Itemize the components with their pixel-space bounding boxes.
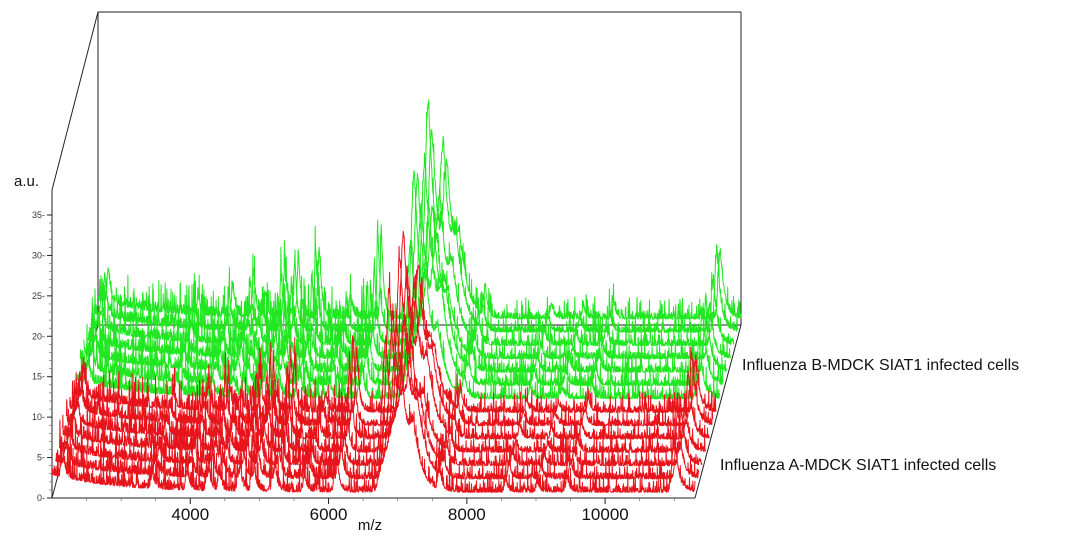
y-axis-title: a.u. [14,173,39,190]
x-tick-label: 8000 [448,505,486,524]
spectrum-influenza-b [76,240,721,400]
y-tick-label: 10- [32,412,45,422]
y-tick-label: 20- [32,331,45,341]
y-tick-label: 15- [32,372,45,382]
spectrum-influenza-a [69,230,714,427]
series-label-influenza-a: Influenza A-MDCK SIAT1 infected cells [720,457,996,474]
x-axis-ticks: 4000 6000 8000 10000 [86,498,675,524]
y-tick-label: 35- [32,210,45,220]
spectrum-influenza-a [55,271,699,480]
spectrum-influenza-a [51,335,696,493]
x-axis-title: m/z [358,517,382,534]
spectrum-influenza-a [65,245,710,440]
right-depth-edge [694,324,742,499]
x-tick-label: 10000 [581,505,628,524]
x-tick-label: 6000 [310,505,348,524]
plot-frame [51,11,742,499]
spectra-group [51,99,742,493]
y-tick-label: 25- [32,291,45,301]
series-label-influenza-b: Influenza B-MDCK SIAT1 infected cells [742,357,1019,374]
y-tick-label: 0- [37,493,45,503]
y-axis-ticks: 0- 5- 10- 15- 20- 25- 30- 35- [32,210,52,503]
top-depth-edge [51,11,99,191]
x-tick-label: 4000 [171,505,209,524]
y-tick-label: 30- [32,250,45,260]
y-tick-label: 5- [37,453,45,463]
